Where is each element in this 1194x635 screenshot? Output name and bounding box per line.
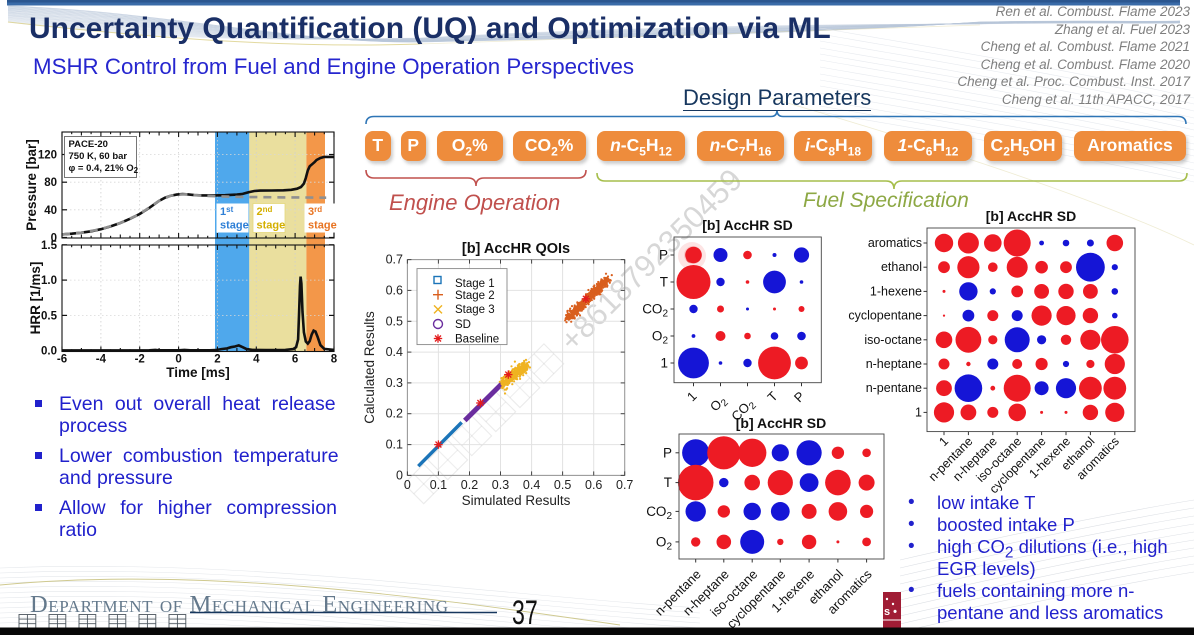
svg-text:n-heptane: n-heptane [866,357,922,371]
svg-text:0.5: 0.5 [386,314,403,328]
svg-text:-6: -6 [57,354,67,366]
svg-text:80: 80 [44,177,57,189]
svg-text:0.6: 0.6 [386,283,403,297]
svg-text:Stage 2: Stage 2 [455,290,495,302]
svg-text:φ = 0.4, 21% O2: φ = 0.4, 21% O2 [69,163,139,175]
svg-text:0: 0 [175,354,181,366]
svg-text:0.7: 0.7 [386,253,403,267]
svg-text:[b] AccHR QOIs: [b] AccHR QOIs [462,241,570,257]
svg-text:[b] AccHR SD: [b] AccHR SD [736,415,827,431]
svg-text:1.5: 1.5 [41,240,58,252]
svg-text:Pressure [bar]: Pressure [bar] [24,139,39,231]
svg-text:0.6: 0.6 [585,478,602,492]
svg-text:0.0: 0.0 [41,346,57,358]
svg-text:0: 0 [51,233,57,245]
svg-text:ethanol: ethanol [881,260,922,274]
svg-text:0.5: 0.5 [554,478,571,492]
svg-text:0.1: 0.1 [386,438,403,452]
svg-text:6: 6 [292,354,298,366]
svg-text:iso-octane: iso-octane [864,333,922,347]
svg-text:2: 2 [214,354,220,366]
svg-text:0.1: 0.1 [430,478,447,492]
svg-text:-4: -4 [96,354,107,366]
svg-text:O2: O2 [652,329,669,347]
svg-text:CO2: CO2 [646,504,672,522]
svg-text:T: T [764,388,780,404]
svg-text:Simulated Results: Simulated Results [462,493,571,508]
svg-text:SD: SD [455,319,471,331]
svg-text:[b] AccHR SD: [b] AccHR SD [702,217,793,233]
svg-text:HRR [1/ms]: HRR [1/ms] [28,262,43,335]
svg-text:1: 1 [684,389,700,405]
svg-text:O2: O2 [656,534,673,552]
svg-text:1-hexene: 1-hexene [870,284,922,298]
svg-text:750 K, 60 bar: 750 K, 60 bar [69,151,128,162]
svg-text:4: 4 [253,354,260,366]
svg-text:P: P [791,389,808,406]
svg-text:-2: -2 [135,354,145,366]
svg-text:0.4: 0.4 [523,478,540,492]
svg-text:1: 1 [915,405,922,419]
svg-text:P: P [663,445,672,460]
svg-text:CO2: CO2 [642,302,668,320]
svg-text:Calculated Results: Calculated Results [362,311,377,424]
svg-text:[b] AccHR SD: [b] AccHR SD [986,208,1077,224]
svg-text:8: 8 [331,354,338,366]
svg-text:0.2: 0.2 [461,478,478,492]
svg-text:0: 0 [396,468,403,482]
svg-text:1.0: 1.0 [41,275,57,287]
svg-text:1: 1 [660,356,668,371]
svg-text:stage: stage [220,220,249,232]
svg-text:0: 0 [404,478,411,492]
svg-text:T: T [660,275,668,290]
svg-text:0.4: 0.4 [386,345,403,359]
svg-text:0.3: 0.3 [386,376,403,390]
svg-text:Stage 3: Stage 3 [455,304,495,316]
svg-text:1: 1 [936,434,951,449]
svg-text:0.5: 0.5 [41,310,58,322]
svg-text:Time [ms]: Time [ms] [166,365,230,380]
svg-text:stage: stage [257,220,286,232]
svg-text:PACE-20: PACE-20 [69,139,108,150]
svg-text:0.2: 0.2 [386,407,403,421]
svg-text:T: T [664,475,672,490]
svg-text:0.7: 0.7 [616,478,633,492]
svg-text:aromatics: aromatics [868,236,922,250]
svg-text:120: 120 [38,150,57,162]
svg-text:Baseline: Baseline [455,334,499,346]
svg-text:0.3: 0.3 [492,478,509,492]
svg-text:n-pentane: n-pentane [866,381,922,395]
svg-text:stage: stage [308,220,337,232]
svg-text:cyclopentane: cyclopentane [848,309,922,323]
svg-text:P: P [659,248,668,263]
svg-text:40: 40 [44,205,57,217]
svg-text:Stage 1: Stage 1 [455,278,495,290]
svg-text:s •: s • [884,606,897,618]
